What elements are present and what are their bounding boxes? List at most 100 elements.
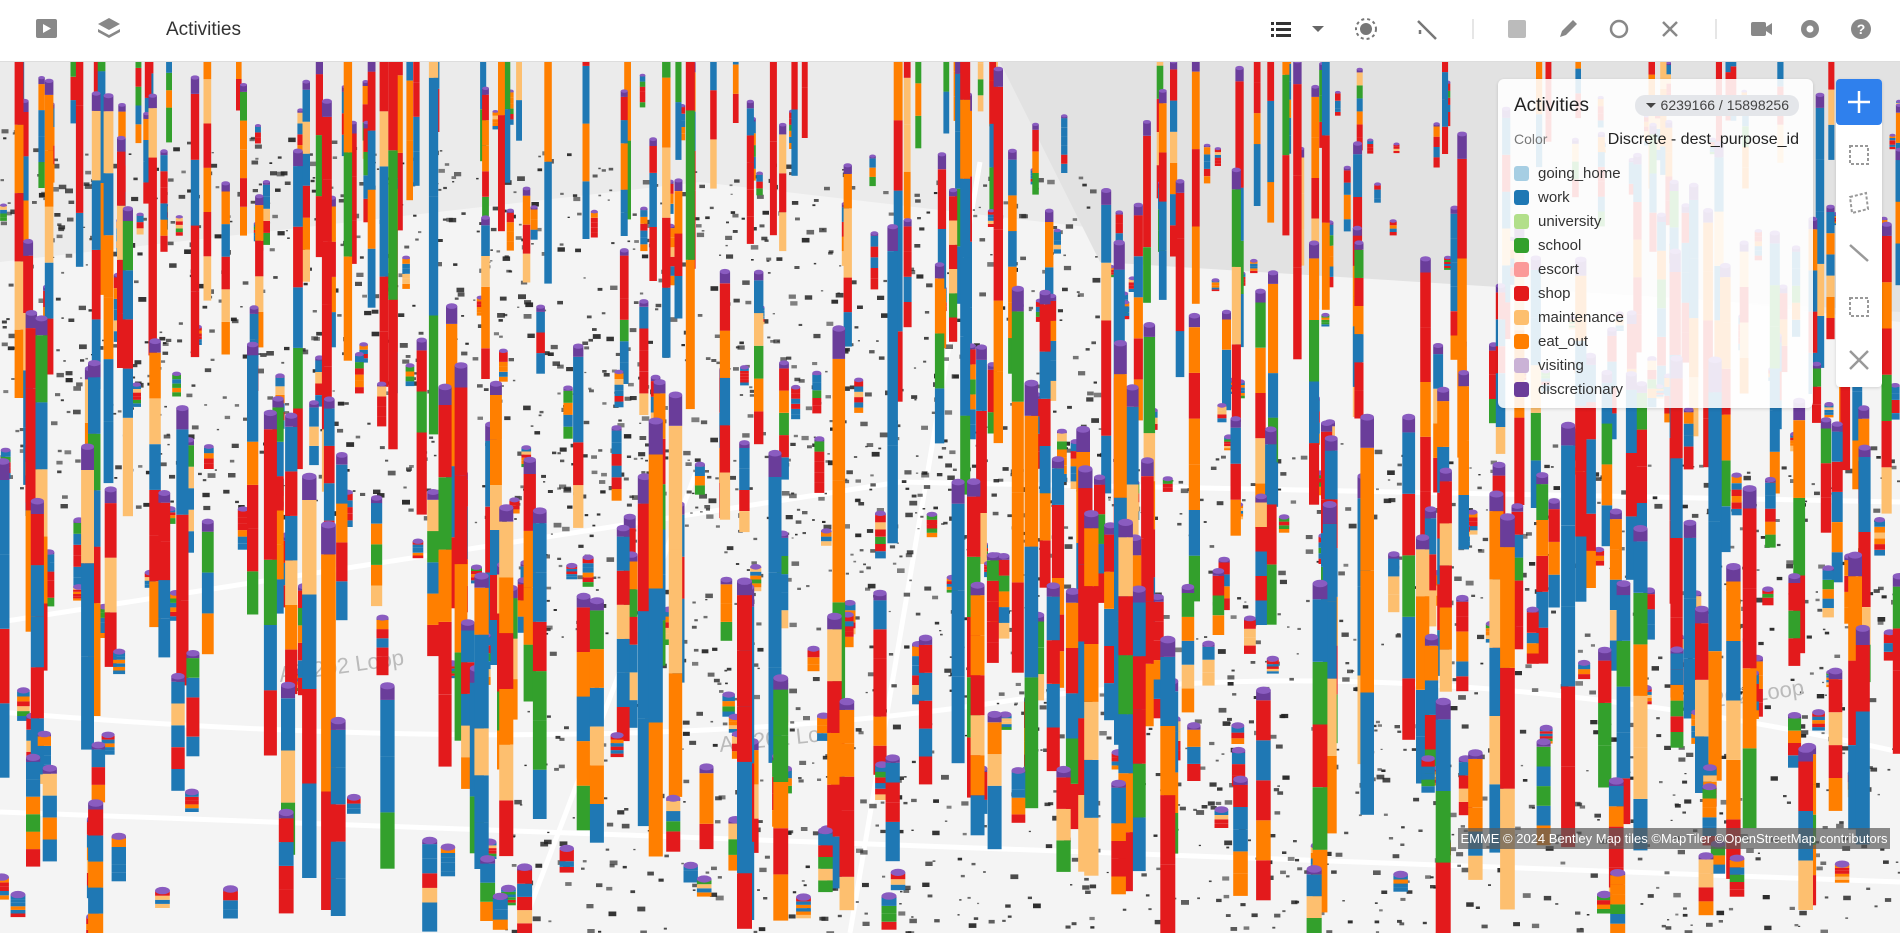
camera-button[interactable] [1751, 22, 1772, 36]
column-segment [1053, 231, 1061, 236]
column-segment [1250, 263, 1258, 266]
column-segment [255, 240, 264, 277]
building [971, 862, 976, 866]
building [788, 294, 796, 299]
column-segment [309, 445, 319, 466]
building [1843, 895, 1851, 901]
column-segment [1309, 258, 1320, 320]
light-button[interactable] [1355, 18, 1377, 40]
save-button[interactable] [1508, 20, 1526, 38]
building [3, 137, 7, 140]
building [1576, 928, 1584, 933]
column-segment [14, 124, 24, 193]
close-button[interactable] [1662, 21, 1678, 37]
dropdown-button[interactable] [1312, 26, 1324, 32]
column-segment [989, 80, 997, 124]
building [1811, 483, 1815, 486]
building [316, 331, 323, 336]
column-cap [321, 98, 332, 104]
column-segment [1457, 258, 1467, 359]
building [747, 414, 754, 418]
building [1699, 464, 1704, 468]
column-cap [1162, 476, 1173, 482]
column-cap [1235, 65, 1244, 71]
column-segment [989, 167, 997, 211]
building [992, 511, 999, 516]
building [687, 459, 690, 461]
column-segment [960, 336, 971, 416]
building [897, 829, 904, 834]
building [552, 451, 557, 455]
column-segment [363, 175, 371, 199]
column-segment [1815, 159, 1825, 212]
building [439, 150, 443, 152]
building [1028, 830, 1031, 833]
building [682, 720, 690, 725]
building [1286, 875, 1290, 878]
building [1637, 857, 1643, 861]
building [1682, 913, 1688, 917]
building [1, 342, 8, 347]
column-segment [221, 289, 230, 322]
building [1394, 725, 1400, 729]
edit-button[interactable] [1560, 20, 1577, 37]
building [730, 211, 736, 214]
building [853, 560, 857, 563]
refresh-button[interactable] [1609, 19, 1629, 39]
column-cap [1433, 343, 1444, 348]
building [977, 902, 980, 905]
magic-button[interactable] [1417, 20, 1437, 40]
building [801, 880, 805, 882]
column-segment [746, 189, 754, 217]
column-segment [1343, 194, 1351, 207]
building [520, 485, 526, 489]
column-cap [506, 208, 514, 213]
settings-button[interactable] [1801, 20, 1819, 38]
building [944, 668, 952, 673]
building [732, 230, 738, 233]
activity-column [987, 209, 995, 227]
building [1316, 510, 1324, 514]
play-button[interactable] [36, 19, 57, 38]
column-segment [1514, 417, 1525, 505]
column-segment [476, 298, 485, 302]
building [315, 499, 318, 502]
help-button[interactable]: ? [1851, 19, 1871, 39]
building [733, 367, 739, 371]
building [210, 358, 215, 361]
column-segment [801, 87, 808, 138]
column-segment [1889, 135, 1896, 138]
building [275, 188, 281, 192]
building [941, 447, 947, 450]
building [1665, 926, 1672, 930]
building [38, 298, 46, 303]
column-segment [359, 345, 368, 350]
layers-button[interactable] [98, 18, 120, 38]
building [1532, 807, 1535, 809]
building [62, 495, 68, 499]
building [640, 930, 647, 933]
column-segment [1191, 149, 1200, 227]
building [1180, 488, 1189, 494]
column-segment [190, 225, 200, 292]
building [167, 241, 174, 246]
building [663, 456, 669, 460]
building [523, 314, 532, 319]
building [1396, 482, 1402, 486]
column-segment [746, 162, 754, 190]
building [231, 319, 239, 324]
column-segment [814, 482, 825, 493]
list-button[interactable] [1271, 22, 1291, 37]
building [557, 247, 565, 252]
column-cap [620, 248, 629, 253]
column-segment [117, 151, 126, 206]
activity-column [949, 188, 958, 342]
building [518, 294, 526, 300]
activity-column [1815, 92, 1825, 368]
building [187, 141, 192, 145]
column-segment [639, 86, 646, 92]
building [806, 585, 810, 588]
building [963, 535, 970, 539]
building [1002, 919, 1006, 922]
